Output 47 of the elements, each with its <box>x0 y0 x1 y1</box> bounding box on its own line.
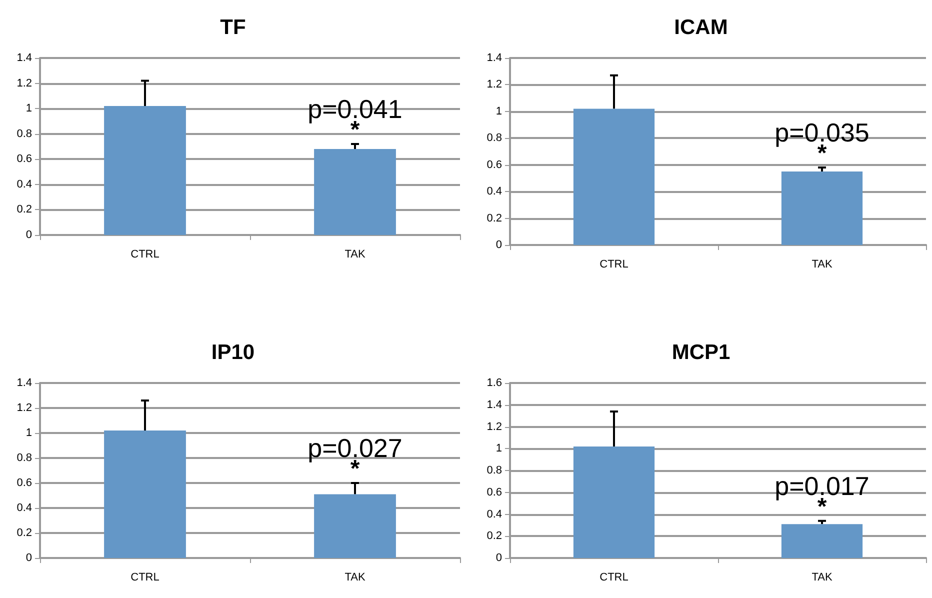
y-tick-label: 0.4 <box>486 186 502 198</box>
y-tick-label: 0.6 <box>16 153 32 166</box>
x-tick-label: CTRL <box>600 258 628 270</box>
chart-title: ICAM <box>674 16 728 39</box>
x-tick-label: TAK <box>344 248 366 260</box>
chart-title: TF <box>220 16 246 39</box>
y-tick-label: 0.8 <box>16 128 32 140</box>
y-tick-label: 1.2 <box>16 402 32 414</box>
x-tick-label: CTRL <box>600 572 628 584</box>
y-tick-label: 0.8 <box>486 132 502 144</box>
y-tick-label: 0.2 <box>486 530 502 542</box>
x-tick-label: CTRL <box>130 572 160 584</box>
y-tick-label: 1 <box>26 427 32 439</box>
x-tick-label: TAK <box>812 572 833 584</box>
x-tick-label: CTRL <box>130 248 160 260</box>
y-tick-label: 1.4 <box>16 52 32 64</box>
annotation: p=0.017 <box>774 470 870 501</box>
chart-title: IP10 <box>211 341 255 364</box>
y-tick-label: 1.2 <box>486 420 502 433</box>
chart-title: MCP1 <box>672 341 730 364</box>
y-tick-label: 0.2 <box>16 204 32 216</box>
y-tick-label: 1.2 <box>16 77 32 90</box>
annotation: p=0.041 <box>308 94 402 124</box>
y-tick-label: 1.2 <box>486 78 502 91</box>
x-tick-label: TAK <box>812 258 833 270</box>
y-tick-label: 1.4 <box>486 52 502 64</box>
y-tick-label: 0.6 <box>486 486 502 498</box>
y-tick-label: 0.8 <box>16 452 32 464</box>
y-tick-label: 1 <box>496 105 502 118</box>
y-tick-label: 0 <box>26 229 32 241</box>
y-tick-label: 0.8 <box>486 464 502 476</box>
y-tick-label: 1.4 <box>486 398 502 411</box>
y-tick-label: 1 <box>26 102 32 115</box>
y-tick-label: 0 <box>26 552 32 564</box>
y-tick-label: 1.6 <box>486 377 502 389</box>
y-tick-label: 0.2 <box>486 212 502 224</box>
y-tick-label: 1.4 <box>16 377 32 389</box>
y-tick-label: 0 <box>496 552 502 564</box>
y-tick-label: 0.4 <box>16 502 32 514</box>
y-tick-label: 1 <box>496 442 502 455</box>
y-tick-label: 0 <box>496 239 502 251</box>
y-tick-label: 0.6 <box>16 477 32 489</box>
x-tick-label: TAK <box>344 572 366 584</box>
y-tick-label: 0.2 <box>16 527 32 539</box>
y-tick-label: 0.6 <box>486 158 502 171</box>
y-tick-label: 0.4 <box>486 508 502 520</box>
y-tick-label: 0.4 <box>16 178 32 190</box>
